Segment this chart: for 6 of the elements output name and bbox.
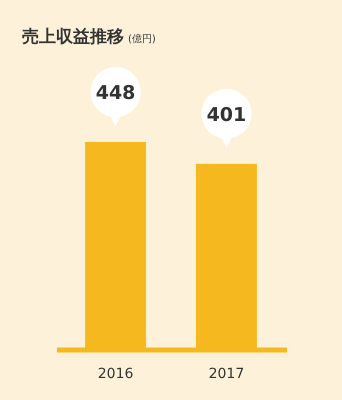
x-tick-label: 2016: [98, 366, 134, 382]
data-label: 448: [96, 82, 136, 104]
chart-subtitle: (億円): [128, 33, 156, 45]
data-label: 401: [206, 104, 246, 126]
chart-title: 売上収益推移: [22, 27, 124, 47]
x-tick-label: 2017: [208, 366, 244, 382]
